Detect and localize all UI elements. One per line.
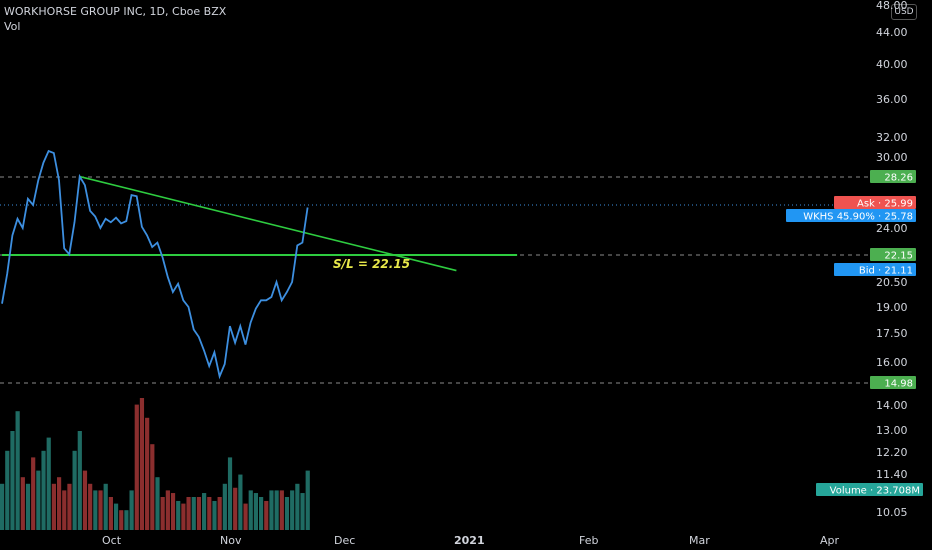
stop-loss-annotation: S/L = 22.15 (333, 257, 410, 271)
y-tick-label: 44.00 (876, 26, 908, 39)
volume-bar (192, 497, 196, 530)
volume-bar (114, 504, 118, 530)
volume-bar (218, 497, 222, 530)
level-label-22: 22.15 (884, 251, 913, 262)
y-tick-label: 11.40 (876, 468, 908, 481)
volume-bar (228, 457, 232, 530)
y-tick-label: 30.00 (876, 151, 908, 164)
volume-bar (52, 484, 56, 530)
volume-bar (150, 444, 154, 530)
x-tick-label: Mar (689, 534, 710, 547)
volume-bar (78, 431, 82, 530)
volume-bar (285, 497, 289, 530)
volume-bar (119, 510, 123, 530)
volume-bar (207, 497, 211, 530)
volume-bar (295, 484, 299, 530)
ask-label: Ask · 25.99 (857, 199, 913, 210)
level-label-28: 28.26 (884, 173, 913, 184)
volume-bar (16, 411, 20, 530)
volume-bar (36, 471, 40, 530)
volume-bar (57, 477, 61, 530)
y-tick-label: 10.05 (876, 506, 908, 519)
level-label-15: 14.98 (884, 379, 913, 390)
volume-bar (259, 497, 263, 530)
y-tick-label: 20.50 (876, 276, 908, 289)
y-tick-label: 17.50 (876, 327, 908, 340)
volume-bar (98, 490, 102, 530)
volume-bar (249, 490, 253, 530)
volume-bar (202, 493, 206, 530)
y-tick-label: 13.00 (876, 424, 908, 437)
volume-bar (135, 405, 139, 530)
x-tick-label: Apr (820, 534, 840, 547)
y-tick-label: 48.00 (876, 0, 908, 12)
volume-bar (280, 490, 284, 530)
y-tick-label: 19.00 (876, 301, 908, 314)
volume-bar (155, 477, 159, 530)
y-tick-label: 12.20 (876, 446, 908, 459)
volume-bar (5, 451, 9, 530)
volume-bar (21, 477, 25, 530)
volume-bar (254, 493, 258, 530)
volume-bar (124, 510, 128, 530)
volume-bar (269, 490, 273, 530)
volume-bar (41, 451, 45, 530)
volume-bar (31, 457, 35, 530)
x-tick-label: Nov (220, 534, 242, 547)
y-tick-label: 32.00 (876, 131, 908, 144)
wkhs-label: WKHS 45.90% · 25.78 (803, 212, 913, 223)
x-tick-label: 2021 (454, 534, 485, 547)
volume-bar (181, 504, 185, 530)
volume-bar (243, 504, 247, 530)
y-tick-label: 16.00 (876, 356, 908, 369)
y-tick-label: 36.00 (876, 93, 908, 106)
y-tick-label: 24.00 (876, 222, 908, 235)
volume-bar (197, 497, 201, 530)
volume-bar (186, 497, 190, 530)
volume-bar (140, 398, 144, 530)
volume-bar (212, 501, 216, 530)
x-tick-label: Dec (334, 534, 355, 547)
volume-bar (67, 484, 71, 530)
volume-bar (300, 493, 304, 530)
volume-bar (0, 484, 4, 530)
volume-bar (166, 490, 170, 530)
volume-bar (130, 490, 134, 530)
price-series-line (2, 151, 308, 376)
volume-bar (176, 501, 180, 530)
y-tick-label: 40.00 (876, 58, 908, 71)
volume-bar (26, 484, 30, 530)
volume-bar (104, 484, 108, 530)
bid-label: Bid · 21.11 (859, 266, 913, 277)
volume-bar (62, 490, 66, 530)
volume-bar (10, 431, 14, 530)
volume-bar (93, 490, 97, 530)
volume-bar (145, 418, 149, 530)
x-tick-label: Feb (579, 534, 598, 547)
volume-value-label: Volume · 23.708M (830, 486, 920, 497)
volume-bar (264, 501, 268, 530)
volume-bar (290, 490, 294, 530)
x-tick-label: Oct (102, 534, 122, 547)
volume-bar (109, 497, 113, 530)
volume-bar (88, 484, 92, 530)
volume-bar (238, 475, 242, 530)
volume-bar (306, 471, 310, 530)
volume-bar (223, 484, 227, 530)
volume-bar (233, 488, 237, 530)
volume-bar (73, 451, 77, 530)
volume-bar (171, 493, 175, 530)
volume-bar (275, 490, 279, 530)
y-tick-label: 14.00 (876, 399, 908, 412)
volume-bar (161, 497, 165, 530)
volume-bar (47, 438, 51, 530)
volume-bar (83, 471, 87, 530)
